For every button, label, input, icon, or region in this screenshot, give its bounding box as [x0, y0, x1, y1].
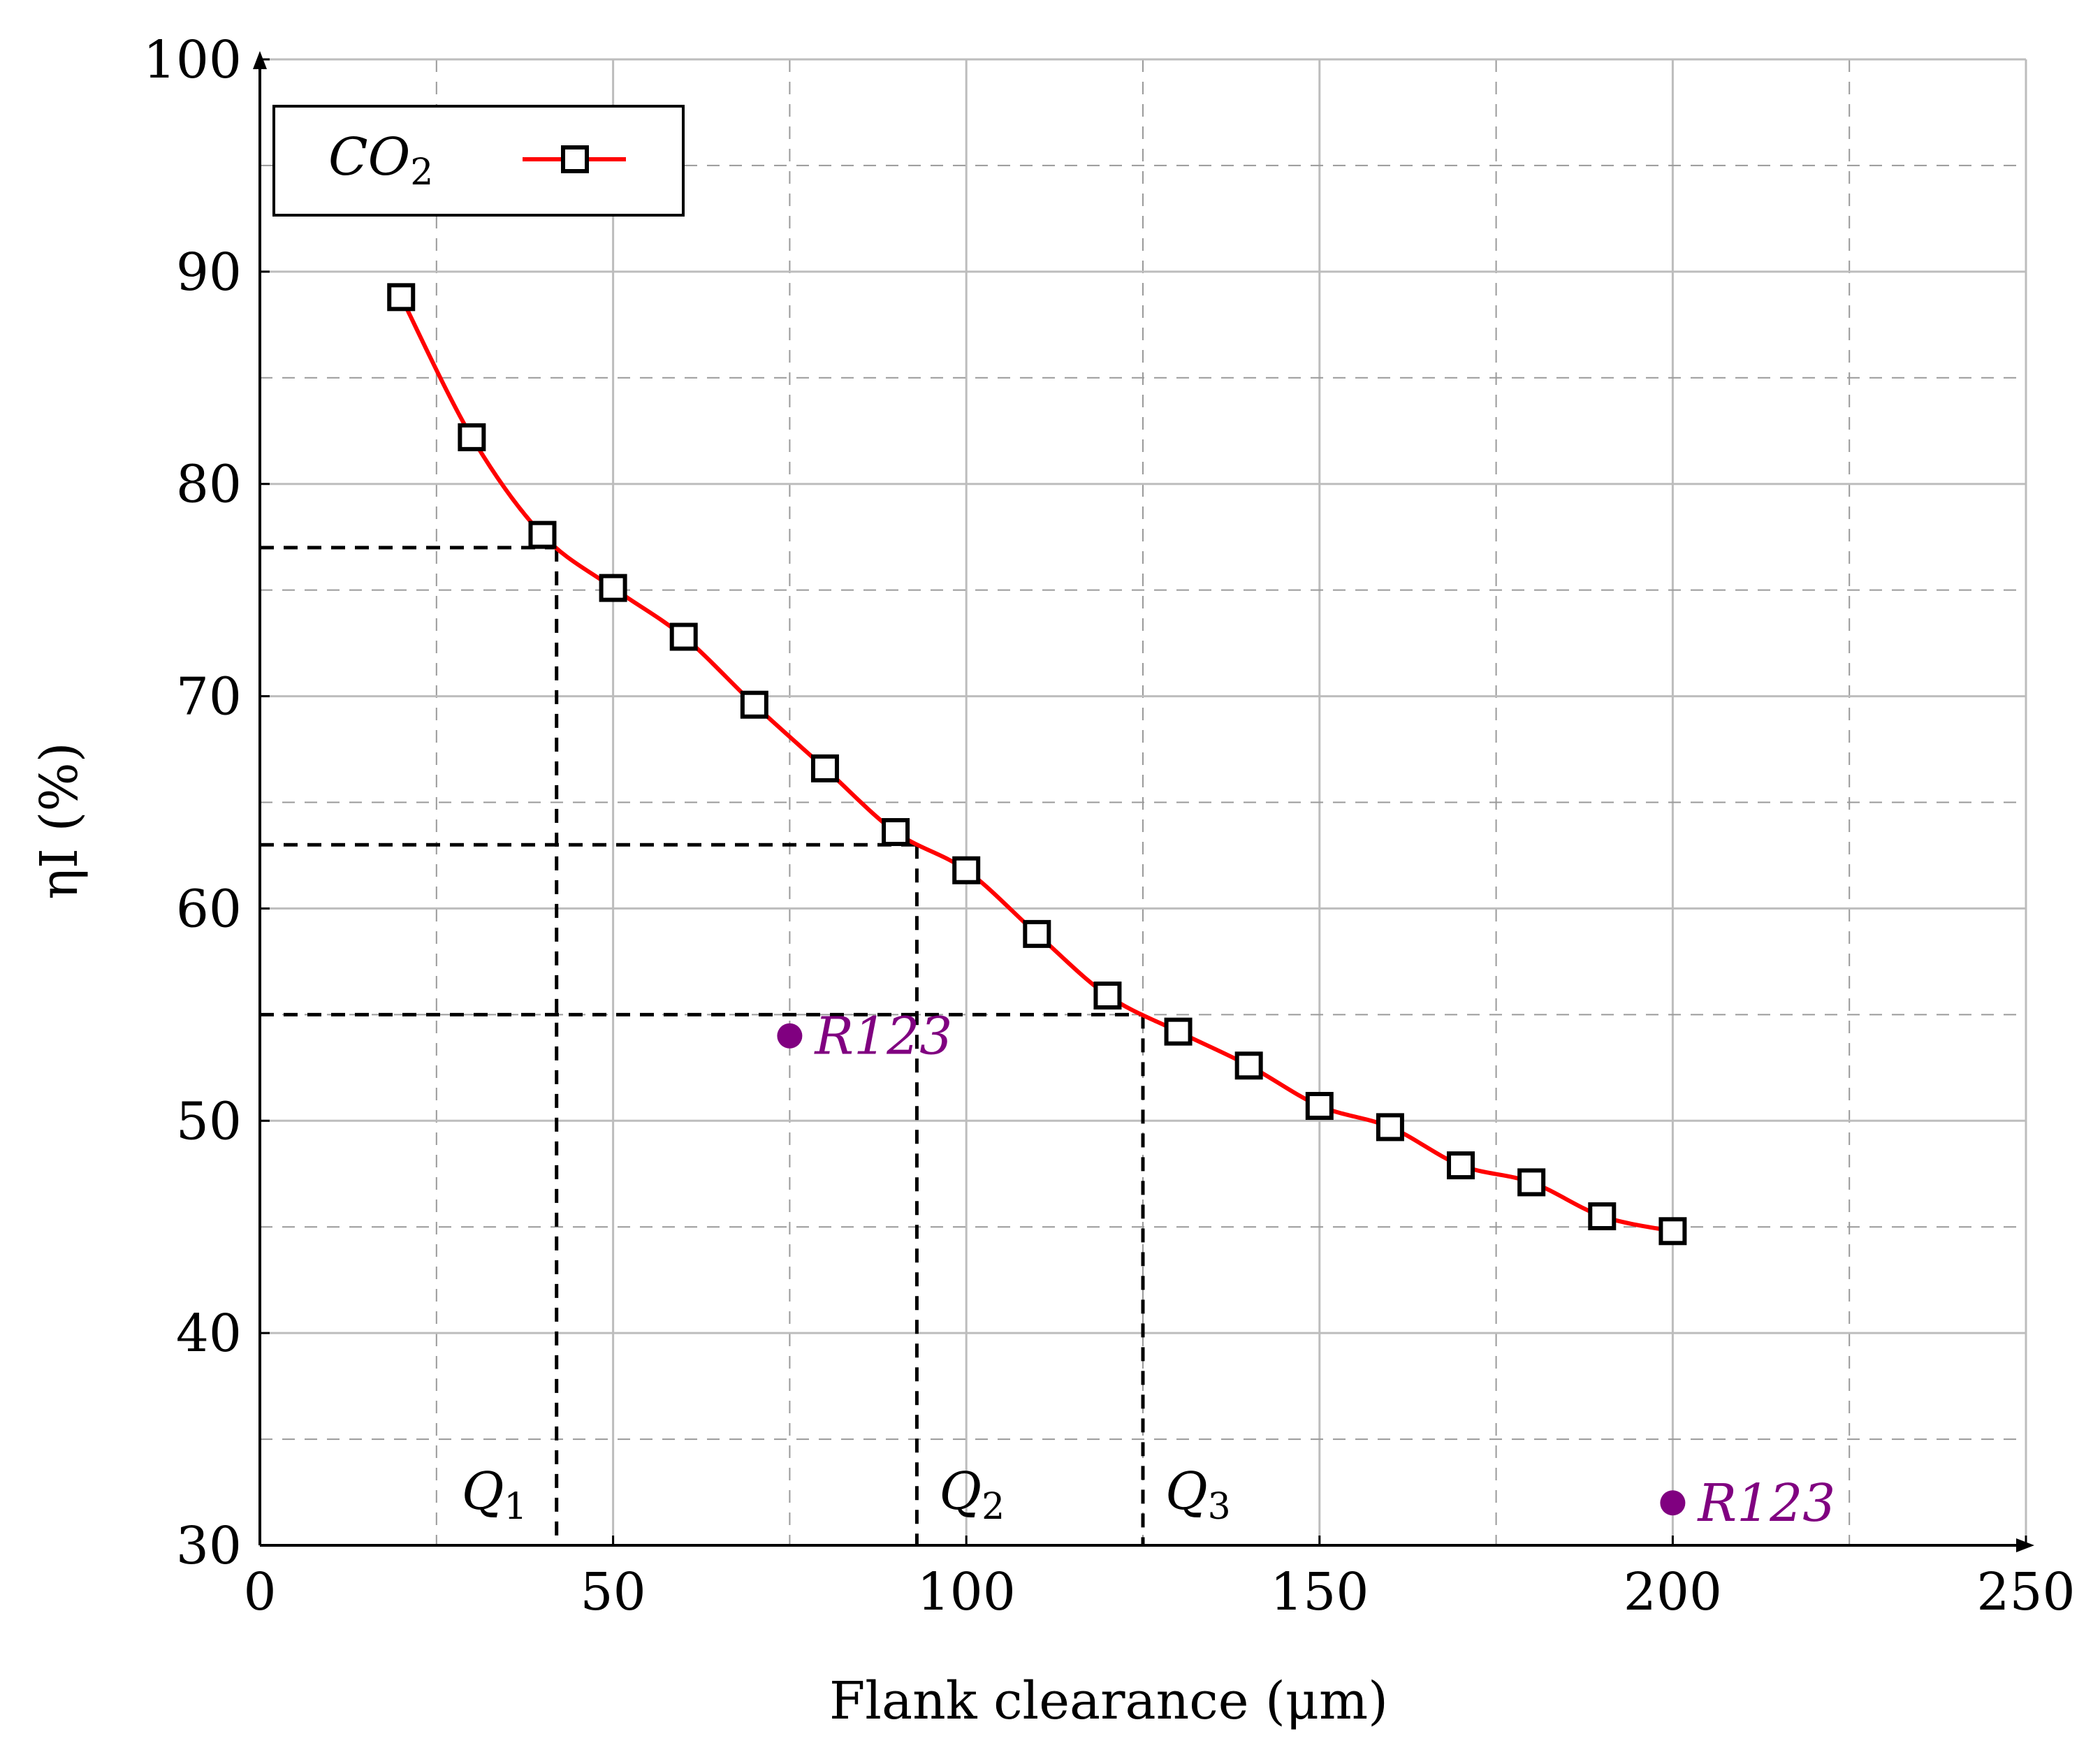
y-tick-label: 90: [176, 242, 242, 302]
data-point-co2: [669, 622, 698, 651]
x-tick-label: 200: [1624, 1562, 1722, 1622]
data-point-co2: [1588, 1202, 1617, 1231]
legend-label-co2: CO2: [328, 127, 433, 194]
data-point-co2: [599, 574, 627, 602]
legend-marker-square: [561, 145, 589, 173]
x-ticks: 0 50 100 150 200 250: [243, 1536, 2076, 1622]
x-tick-label: 250: [1976, 1562, 2075, 1622]
y-tick-label: 100: [143, 30, 242, 90]
reference-point-label: R123: [813, 1007, 952, 1067]
legend: CO2: [272, 105, 685, 217]
y-tick-label: 40: [176, 1304, 242, 1364]
data-point-co2: [1093, 982, 1122, 1010]
data-point-co2: [1658, 1217, 1687, 1246]
series-line-co2: [399, 296, 1674, 1234]
data-point-co2: [952, 856, 981, 884]
x-tick-label: 0: [243, 1562, 276, 1622]
x-axis-label: Flank clearance (μm): [829, 1671, 1388, 1731]
data-point-co2: [1305, 1092, 1334, 1121]
y-tick-label: 70: [176, 667, 242, 727]
data-point-co2: [740, 690, 768, 719]
annotation-guides: [260, 546, 1145, 1545]
data-point-co2: [458, 423, 486, 451]
x-tick-label: 150: [1270, 1562, 1369, 1622]
reference-point-label: R123: [1696, 1473, 1835, 1533]
annotation-label: Q3: [1165, 1461, 1231, 1528]
data-point-co2: [387, 283, 416, 312]
x-tick-label: 100: [917, 1562, 1016, 1622]
annotation-labels: Q1 Q2 Q3: [462, 1461, 1231, 1528]
x-tick-label: 50: [581, 1562, 646, 1622]
y-tick-label: 60: [176, 879, 242, 939]
y-tick-label: 80: [176, 455, 242, 515]
y-tick-label: 30: [176, 1516, 242, 1576]
data-point-co2: [882, 818, 910, 847]
series: [387, 283, 1687, 1246]
annotation-label: Q2: [939, 1461, 1005, 1528]
data-point-co2: [1234, 1051, 1263, 1080]
data-point-co2: [1447, 1151, 1475, 1180]
data-point-co2: [1376, 1113, 1404, 1142]
reference-point-r123: [1660, 1490, 1686, 1516]
data-point-co2: [528, 520, 557, 549]
grid: [260, 58, 2027, 1545]
data-point-co2: [1517, 1168, 1546, 1197]
data-point-co2: [1164, 1017, 1193, 1046]
data-point-co2: [810, 754, 839, 782]
y-axis-label: ηI (%): [29, 742, 89, 899]
data-point-co2: [1023, 919, 1051, 948]
reference-points: R123 R123: [777, 1007, 1835, 1533]
y-ticks: 30 40 50 60 70 80 90 100: [143, 30, 270, 1576]
y-tick-label: 50: [176, 1091, 242, 1151]
reference-point-r123: [777, 1023, 803, 1049]
annotation-label: Q1: [462, 1461, 527, 1528]
